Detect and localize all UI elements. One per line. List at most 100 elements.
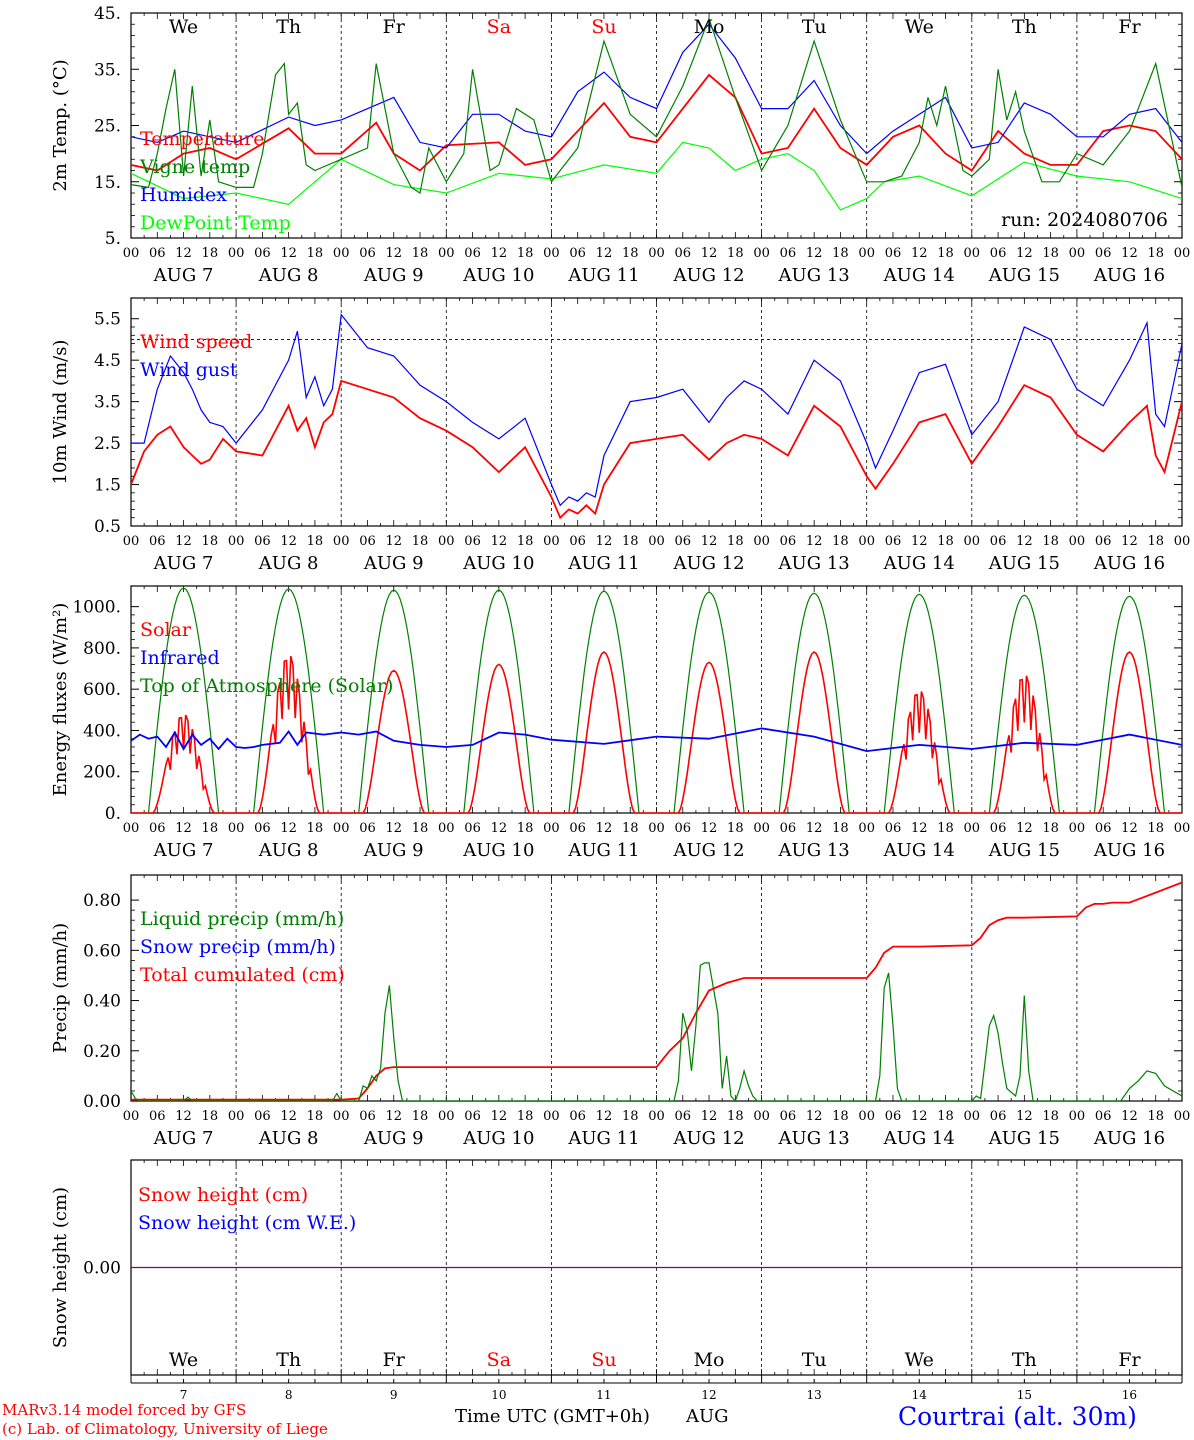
hour-tick-label: 18	[307, 821, 324, 836]
hour-tick-label: 12	[491, 246, 508, 261]
y-tick-label: 200.	[83, 763, 121, 783]
weekday-label-bottom: Th	[276, 1349, 301, 1371]
weekday-label-bottom: Tu	[802, 1349, 827, 1371]
date-label: AUG 16	[1093, 553, 1165, 574]
hour-tick-label: 06	[359, 1109, 376, 1124]
hour-tick-label: 18	[1042, 821, 1059, 836]
y-tick-label: 0.00	[83, 1092, 121, 1112]
hour-tick-label: 12	[596, 534, 613, 549]
hour-tick-label: 18	[517, 1109, 534, 1124]
series-dewpoint-temp	[131, 141, 1182, 211]
hour-tick-label: 00	[438, 246, 455, 261]
hour-tick-label: 12	[701, 1109, 718, 1124]
y-tick-label: 0.40	[83, 992, 121, 1012]
panel-energy	[130, 585, 1183, 814]
hour-tick-label: 06	[464, 821, 481, 836]
hour-tick-label: 12	[280, 246, 297, 261]
y-tick-label: 45.	[94, 4, 121, 24]
hour-tick-label: 18	[517, 534, 534, 549]
legend-entry: Liquid precip (mm/h)	[140, 908, 344, 930]
date-label: AUG 8	[258, 265, 319, 286]
date-label: AUG 8	[258, 553, 319, 574]
y-tick-label: 5.	[105, 229, 121, 249]
y-axis-label: 2m Temp. (°C)	[50, 59, 71, 191]
hour-tick-label: 12	[701, 246, 718, 261]
y-axis-label: Precip (mm/h)	[50, 923, 71, 1053]
hour-tick-label: 00	[1069, 534, 1086, 549]
weekday-label-top: Fr	[383, 16, 406, 38]
day-number-label: 15	[1017, 1388, 1032, 1402]
date-label: AUG 10	[462, 553, 534, 574]
month-axis-label: AUG	[686, 1406, 729, 1427]
hour-tick-label: 06	[675, 246, 692, 261]
day-number-label: 16	[1122, 1388, 1137, 1402]
weekday-label-bottom: We	[169, 1349, 198, 1371]
date-label: AUG 9	[363, 265, 424, 286]
date-label: AUG 11	[567, 1128, 639, 1149]
hour-tick-label: 00	[1069, 821, 1086, 836]
hour-tick-label: 18	[832, 821, 849, 836]
time-axis-label: Time UTC (GMT+0h)	[455, 1406, 650, 1427]
date-label: AUG 9	[363, 840, 424, 861]
hour-tick-label: 06	[1095, 534, 1112, 549]
day-number-label: 14	[912, 1388, 928, 1402]
hour-tick-label: 12	[806, 246, 823, 261]
date-label: AUG 15	[988, 265, 1060, 286]
date-label: AUG 10	[462, 840, 534, 861]
hour-tick-label: 18	[1147, 534, 1164, 549]
hour-tick-label: 18	[622, 1109, 639, 1124]
y-axis-label: Snow height (cm)	[50, 1187, 71, 1348]
weekday-label-top: We	[905, 16, 934, 38]
hour-tick-label: 12	[491, 534, 508, 549]
hour-tick-label: 18	[832, 1109, 849, 1124]
y-tick-label: 0.	[105, 804, 121, 824]
hour-tick-label: 12	[806, 1109, 823, 1124]
hour-tick-label: 18	[1147, 1109, 1164, 1124]
hour-tick-label: 12	[596, 246, 613, 261]
y-tick-label: 35.	[94, 60, 121, 80]
hour-tick-label: 06	[569, 821, 586, 836]
date-label: AUG 15	[988, 840, 1060, 861]
weekday-label-top: Th	[276, 16, 301, 38]
weekday-label-bottom: Sa	[487, 1349, 511, 1371]
hour-tick-label: 00	[228, 246, 245, 261]
hour-tick-label: 00	[964, 246, 981, 261]
hour-tick-label: 00	[543, 821, 560, 836]
hour-tick-label: 06	[464, 1109, 481, 1124]
day-number-label: 10	[491, 1388, 506, 1402]
hour-tick-label: 12	[1121, 534, 1138, 549]
hour-tick-label: 18	[412, 821, 429, 836]
hour-tick-label: 06	[885, 821, 902, 836]
date-label: AUG 7	[153, 840, 214, 861]
hour-tick-label: 06	[675, 821, 692, 836]
hour-tick-label: 18	[1042, 534, 1059, 549]
hour-tick-label: 06	[359, 246, 376, 261]
hour-tick-label: 12	[911, 534, 928, 549]
date-label: AUG 12	[672, 1128, 744, 1149]
hour-tick-label: 06	[990, 246, 1007, 261]
day-number-label: 8	[285, 1388, 293, 1402]
hour-tick-label: 18	[1042, 246, 1059, 261]
hour-tick-label: 06	[464, 246, 481, 261]
hour-tick-label: 18	[412, 246, 429, 261]
hour-tick-label: 18	[307, 246, 324, 261]
hour-tick-label: 00	[228, 1109, 245, 1124]
y-tick-label: 600.	[83, 680, 121, 700]
hour-tick-label: 18	[937, 821, 954, 836]
hour-tick-label: 06	[569, 534, 586, 549]
hour-tick-label: 06	[780, 821, 797, 836]
date-label: AUG 12	[672, 840, 744, 861]
hour-tick-label: 00	[753, 246, 770, 261]
series-wind-speed	[131, 379, 1182, 520]
hour-tick-label: 18	[832, 534, 849, 549]
panel-wind	[130, 297, 1183, 527]
hour-tick-label: 06	[359, 821, 376, 836]
date-label: AUG 13	[778, 1128, 850, 1149]
hour-tick-label: 00	[858, 821, 875, 836]
hour-tick-label: 06	[990, 821, 1007, 836]
y-tick-label: 1.5	[94, 476, 121, 496]
hour-tick-label: 18	[937, 1109, 954, 1124]
y-tick-label: 0.00	[83, 1259, 121, 1279]
hour-tick-label: 18	[517, 246, 534, 261]
date-label: AUG 12	[672, 265, 744, 286]
